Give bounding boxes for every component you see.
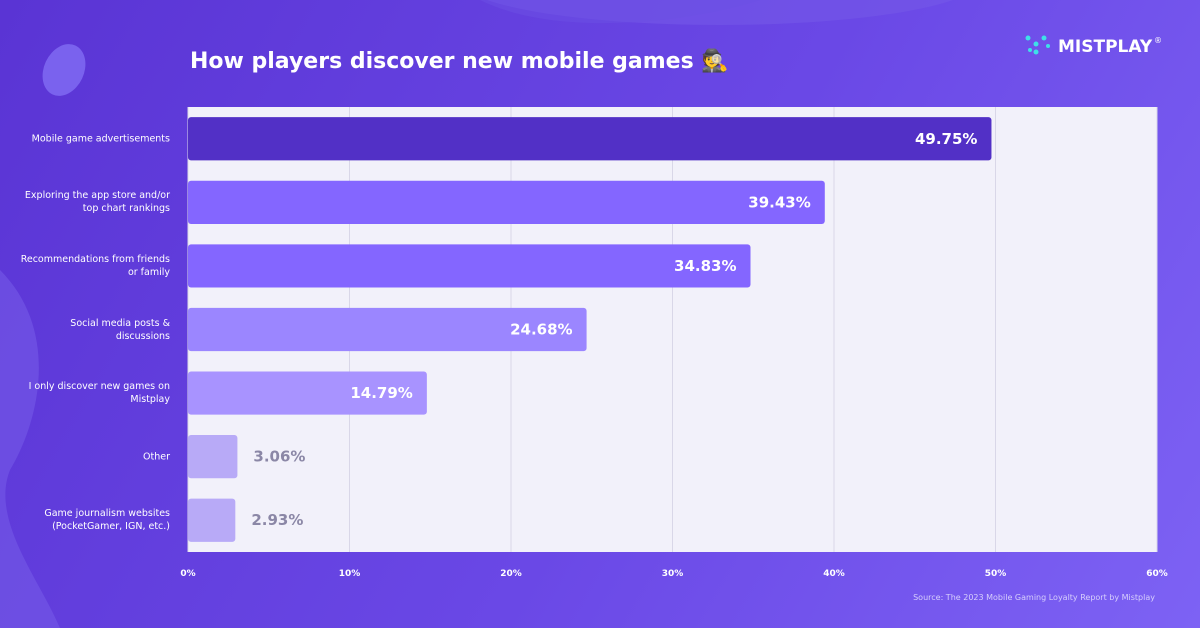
x-tick-label: 10%	[339, 569, 361, 579]
value-label: 39.43%	[748, 193, 810, 211]
bar	[188, 117, 992, 161]
value-label: 3.06%	[253, 448, 305, 466]
y-tick-label: I only discover new games on Mistplay	[28, 381, 170, 406]
value-label: 2.93%	[251, 511, 303, 529]
bar	[188, 371, 427, 415]
x-tick-label: 30%	[662, 569, 684, 579]
y-tick-label: Mobile game advertisements	[31, 133, 170, 145]
bar	[188, 307, 587, 352]
y-tick-label: Exploring the app store and/or top chart…	[24, 190, 170, 215]
source: Source: The 2023 Mobile Gaming Loyalty R…	[913, 593, 1155, 602]
x-tick-label: 40%	[823, 569, 845, 579]
chart-title: How players discover new mobile games 🕵️	[190, 48, 729, 74]
brand: MISTPLAY	[1058, 37, 1153, 57]
x-tick-label: 60%	[1146, 569, 1168, 579]
logo	[1025, 35, 1050, 55]
x-tick-label: 0%	[180, 569, 195, 579]
x-tick-label: 20%	[500, 569, 522, 579]
value-label: 49.75%	[915, 130, 977, 148]
brand-mark: ®	[1154, 36, 1162, 45]
bar	[188, 435, 238, 479]
bar	[188, 498, 236, 542]
decor	[42, 44, 86, 96]
y-tick-label: Recommendations from friends or family	[20, 253, 170, 278]
bar	[188, 180, 825, 224]
y-tick-label: Social media posts & discussions	[70, 317, 170, 342]
decor	[480, 0, 760, 24]
value-label: 14.79%	[350, 384, 412, 402]
x-tick-label: 50%	[985, 569, 1007, 579]
value-label: 34.83%	[674, 257, 736, 275]
bar	[188, 244, 751, 288]
y-tick-label: Other	[143, 451, 170, 463]
decor	[0, 270, 60, 628]
y-tick-label: Game journalism websites (PocketGamer, I…	[44, 508, 170, 533]
value-label: 24.68%	[510, 321, 572, 339]
